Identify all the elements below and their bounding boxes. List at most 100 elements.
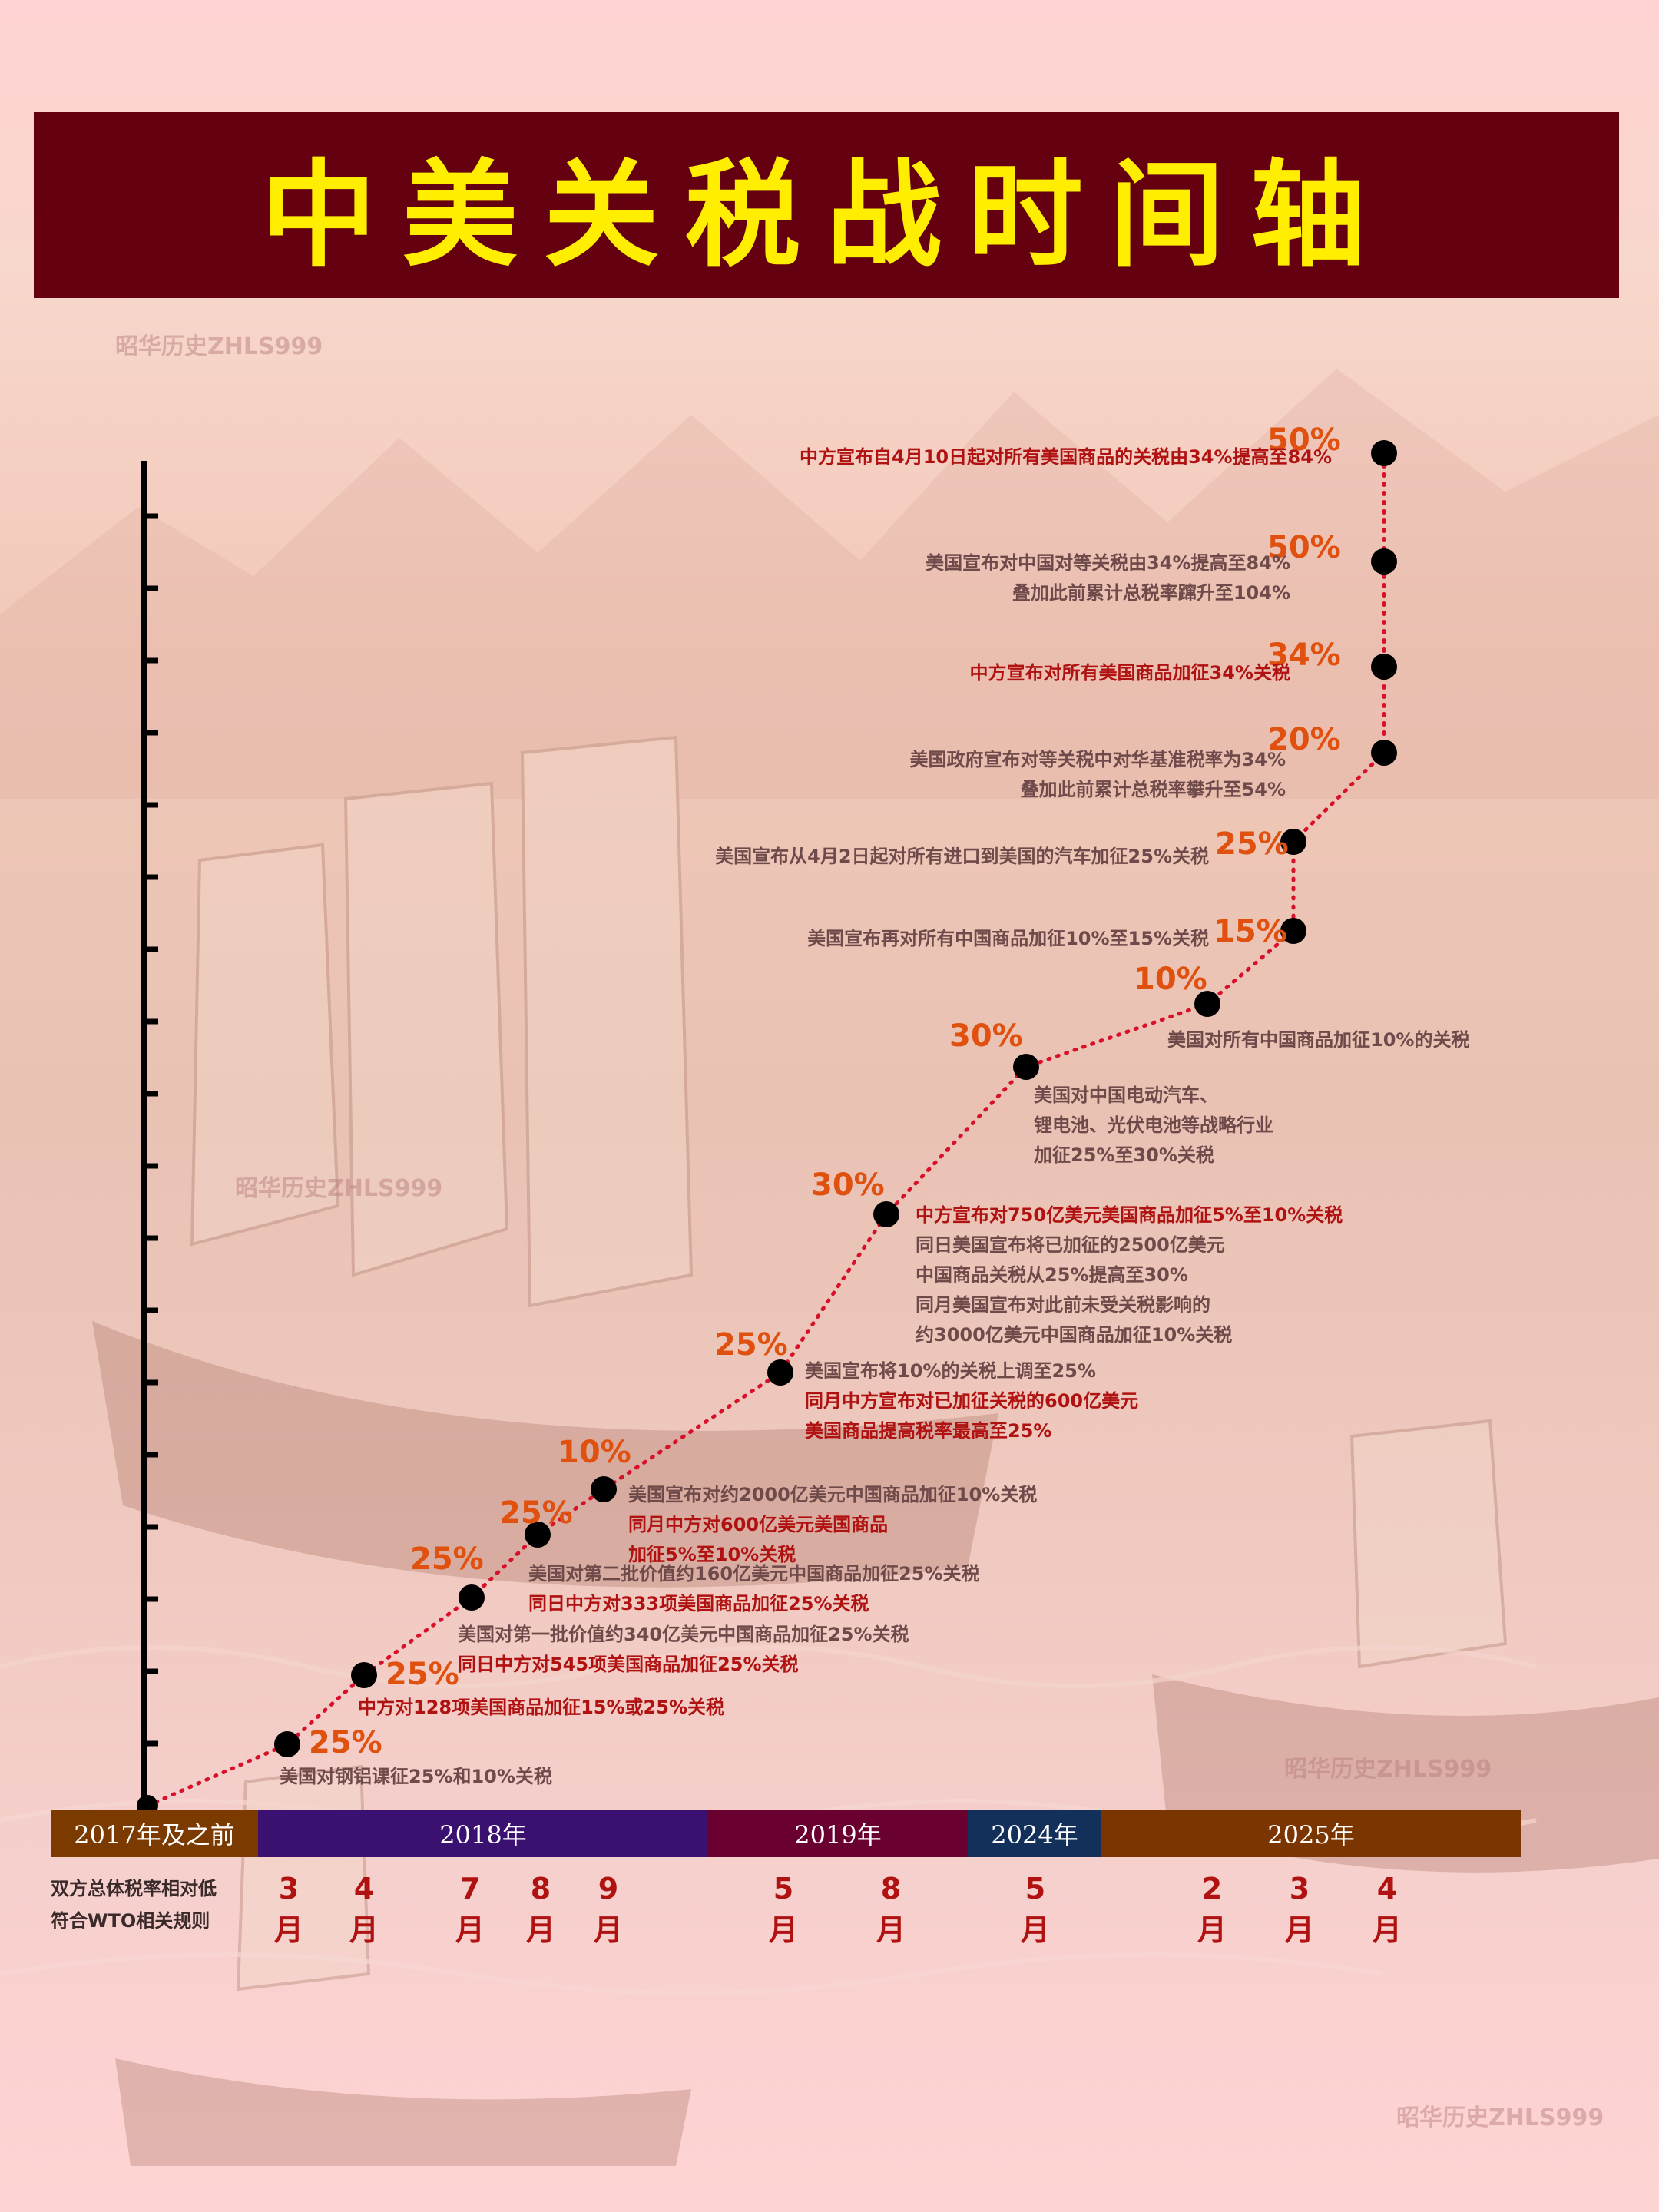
rate-label: 15% xyxy=(1214,914,1287,949)
us-action-line: 约3000亿美元中国商品加征10%关税 xyxy=(916,1324,1233,1346)
us-action-line: 美国宣布再对所有中国商品加征10%至15%关税 xyxy=(807,928,1209,949)
event-annotation: 中方宣布对750亿美元美国商品加征5%至10%关税 同日美国宣布将已加征的2500… xyxy=(916,1200,1343,1350)
china-action-line: 中方宣布自4月10日起对所有美国商品的关税由34%提高至84% xyxy=(800,446,1332,468)
china-action-line: 同日中方对333项美国商品加征25%关税 xyxy=(528,1593,869,1614)
era-segment: 2025年 xyxy=(1101,1810,1521,1857)
month-label-part: 3 xyxy=(1289,1872,1310,1906)
event-dot xyxy=(1280,829,1306,855)
event-dot xyxy=(1013,1054,1039,1080)
event-annotation: 美国宣布从4月2日起对所有进口到美国的汽车加征25%关税 xyxy=(715,842,1209,872)
rate-label: 25% xyxy=(1215,826,1289,862)
us-action-line: 中国商品关税从25%提高至30% xyxy=(916,1264,1188,1286)
month-label-part: 月 xyxy=(1284,1913,1314,1947)
rate-label: 30% xyxy=(811,1167,885,1203)
event-dot xyxy=(1371,548,1397,575)
event-dot xyxy=(1371,740,1397,766)
month-label-part: 2 xyxy=(1201,1872,1223,1906)
mountain-silhouettes xyxy=(0,369,1659,799)
ship-hulls xyxy=(92,1321,1659,2166)
month-label-part: 8 xyxy=(880,1872,902,1906)
us-action-line: 美国对钢铝课征25%和10%关税 xyxy=(280,1766,552,1787)
baseline-note-line-2: 符合WTO相关规则 xyxy=(51,1910,210,1932)
event-dot xyxy=(274,1731,300,1757)
event-annotation: 美国对所有中国商品加征10%的关税 xyxy=(1167,1025,1469,1055)
event-annotation: 美国对钢铝课征25%和10%关税 xyxy=(280,1762,552,1792)
baseline-note: 双方总体税率相对低 符合WTO相关规则 xyxy=(51,1873,217,1937)
era-segment: 2024年 xyxy=(968,1810,1101,1857)
month-label-part: 8 xyxy=(530,1872,551,1906)
us-action-line: 美国宣布将10%的关税上调至25% xyxy=(805,1360,1096,1382)
rate-label: 25% xyxy=(386,1657,459,1692)
background-painting xyxy=(0,369,1659,2166)
connector-line xyxy=(145,451,1386,1808)
month-label-part: 月 xyxy=(593,1913,623,1947)
month-label-part: 4 xyxy=(1376,1872,1398,1906)
month-label-part: 月 xyxy=(1020,1913,1050,1947)
event-dot xyxy=(1371,440,1397,466)
us-action-line: 锂电池、光伏电池等战略行业 xyxy=(1034,1114,1273,1136)
watermark-bottom: 昭华历史ZHLS999 xyxy=(1396,2104,1604,2131)
event-annotation: 美国政府宣布对等关税中对华基准税率为34% 叠加此前累计总税率攀升至54% xyxy=(910,745,1286,805)
month-label-part: 月 xyxy=(349,1913,379,1947)
watermark-middle: 昭华历史ZHLS999 xyxy=(235,1175,443,1202)
event-dot xyxy=(591,1476,617,1502)
month-label-part: 5 xyxy=(773,1872,794,1906)
month-label-part: 月 xyxy=(273,1913,303,1947)
china-action-line: 加征5%至10%关税 xyxy=(628,1544,796,1565)
china-action-line: 中方对128项美国商品加征15%或25%关税 xyxy=(358,1697,724,1718)
event-annotation: 中方宣布对所有美国商品加征34%关税 xyxy=(970,658,1290,688)
us-action-line: 美国对所有中国商品加征10%的关税 xyxy=(1167,1029,1470,1051)
month-label-part: 5 xyxy=(1025,1872,1046,1906)
event-annotation: 美国对第二批价值约160亿美元中国商品加征25%关税 同日中方对333项美国商品加… xyxy=(528,1559,980,1619)
us-action-line: 美国宣布从4月2日起对所有进口到美国的汽车加征25%关税 xyxy=(715,846,1209,867)
month-label-part: 9 xyxy=(598,1872,619,1906)
rate-label: 25% xyxy=(410,1541,484,1577)
us-action-line: 美国对第一批价值约340亿美元中国商品加征25%关税 xyxy=(458,1624,909,1645)
us-action-line: 美国政府宣布对等关税中对华基准税率为34% xyxy=(909,749,1286,770)
era-segment: 2017年及之前 xyxy=(51,1810,258,1857)
event-dot xyxy=(767,1359,793,1386)
event-dot xyxy=(525,1522,551,1548)
event-annotation: 中方宣布自4月10日起对所有美国商品的关税由34%提高至84% xyxy=(800,442,1332,472)
month-label-part: 月 xyxy=(525,1913,555,1947)
rate-label: 25% xyxy=(499,1495,573,1531)
us-action-line: 叠加此前累计总税率蹿升至104% xyxy=(1012,582,1290,604)
rate-label: 34% xyxy=(1267,637,1341,673)
event-annotation: 美国对第一批价值约340亿美元中国商品加征25%关税 同日中方对545项美国商品加… xyxy=(458,1620,909,1680)
rate-label: 25% xyxy=(714,1327,788,1363)
us-action-line: 美国对第二批价值约160亿美元中国商品加征25%关税 xyxy=(528,1563,980,1584)
rate-label: 50% xyxy=(1267,422,1341,458)
month-label-part: 4 xyxy=(353,1872,375,1906)
event-annotation: 美国对中国电动汽车、 锂电池、光伏电池等战略行业 加征25%至30%关税 xyxy=(1034,1081,1273,1171)
watermark-top: 昭华历史ZHLS999 xyxy=(115,333,323,360)
china-action-line: 美国商品提高税率最高至25% xyxy=(805,1420,1052,1442)
us-action-line: 同月美国宣布对此前未受关税影响的 xyxy=(916,1294,1210,1316)
baseline-note-line-1: 双方总体税率相对低 xyxy=(51,1878,217,1899)
event-annotation: 美国宣布再对所有中国商品加征10%至15%关税 xyxy=(807,924,1209,954)
title-banner: 中美关税战时间轴 xyxy=(34,112,1619,298)
us-action-line: 叠加此前累计总税率攀升至54% xyxy=(1020,779,1286,800)
china-action-line: 同月中方宣布对已加征关税的600亿美元 xyxy=(805,1390,1139,1412)
us-action-line: 同日美国宣布将已加征的2500亿美元 xyxy=(916,1234,1225,1256)
timeline-connector xyxy=(145,451,1386,1808)
event-annotation: 美国宣布将10%的关税上调至25% 同月中方宣布对已加征关税的600亿美元 美国商品… xyxy=(805,1356,1138,1446)
event-dot xyxy=(351,1662,377,1688)
month-label-part: 月 xyxy=(1372,1913,1402,1947)
era-segment: 2018年 xyxy=(258,1810,708,1857)
event-dot xyxy=(459,1584,485,1611)
rate-label: 10% xyxy=(1134,962,1207,997)
us-action-line: 加征25%至30%关税 xyxy=(1034,1144,1214,1166)
watermark-right: 昭华历史ZHLS999 xyxy=(1284,1756,1492,1783)
rate-label: 50% xyxy=(1267,530,1341,565)
month-label-part: 7 xyxy=(459,1872,481,1906)
